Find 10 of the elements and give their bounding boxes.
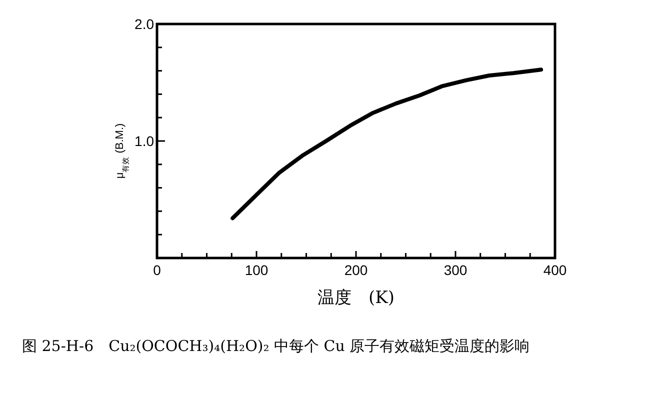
caption: 图 25-H-6 Cu₂(OCOCH₃)₄(H₂O)₂ 中每个 Cu 原子有效磁矩受温度的影响 bbox=[22, 336, 531, 357]
x-tick-label: 300 bbox=[444, 262, 468, 278]
x-tick-label: 200 bbox=[344, 262, 368, 278]
y-tick-label: 1.0 bbox=[134, 133, 154, 149]
x-tick-label: 400 bbox=[543, 262, 567, 278]
x-axis-title: 温度 (K) bbox=[318, 288, 394, 308]
y-tick-label: 2.0 bbox=[134, 16, 154, 32]
x-tick-label: 0 bbox=[153, 262, 162, 278]
line-series bbox=[230, 68, 544, 220]
x-tick-label: 100 bbox=[244, 262, 268, 278]
